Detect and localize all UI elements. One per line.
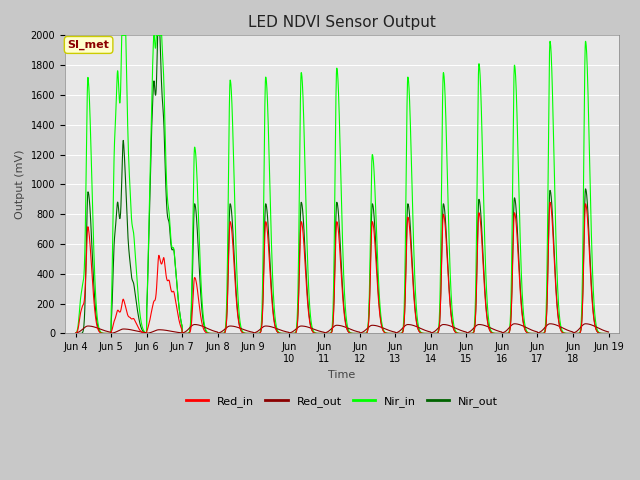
Nir_out [276,330,284,336]
Line: Nir_in: Nir_in [76,36,609,334]
Title: LED NDVI Sensor Output: LED NDVI Sensor Output [248,15,436,30]
Nir_in [72,330,79,336]
Red_in [136,326,143,332]
Nir_in [605,331,612,336]
Nir_out [72,331,79,336]
Red_out [605,329,612,335]
Nir_in [118,33,125,38]
Red_out [577,324,584,330]
X-axis label: Time: Time [328,370,356,380]
Red_in [577,329,584,335]
Red_out [276,327,284,333]
Nir_in [136,306,143,312]
Nir_in [405,90,413,96]
Red_out [556,324,563,329]
Red_out [511,321,518,327]
Red_out [72,330,79,336]
Nir_out [577,329,584,335]
Nir_in [553,268,561,274]
Nir_out [605,331,612,336]
Red_out [136,329,143,335]
Red_in [605,331,612,336]
Nir_in [276,330,284,336]
Red_out [405,322,413,327]
Line: Nir_out: Nir_out [76,36,609,334]
Line: Red_in: Red_in [76,202,609,334]
Nir_in [556,313,563,319]
Nir_out [179,331,186,336]
Red_in [72,330,79,336]
Line: Red_out: Red_out [76,324,609,333]
Red_in [179,331,186,336]
Red_out [553,323,561,328]
Red_out [143,330,150,336]
Y-axis label: Output (mV): Output (mV) [15,150,25,219]
Red_in [405,220,413,226]
Nir_out [154,33,161,38]
Nir_out [553,300,561,306]
Nir_out [136,318,143,324]
Red_in [546,199,554,205]
Nir_in [356,331,364,336]
Red_in [276,330,284,336]
Nir_out [405,209,413,215]
Nir_in [577,327,584,333]
Nir_out [556,322,563,328]
Red_in [556,323,563,329]
Red_in [553,302,561,308]
Text: SI_met: SI_met [68,40,109,50]
Legend: Red_in, Red_out, Nir_in, Nir_out: Red_in, Red_out, Nir_in, Nir_out [182,392,502,411]
